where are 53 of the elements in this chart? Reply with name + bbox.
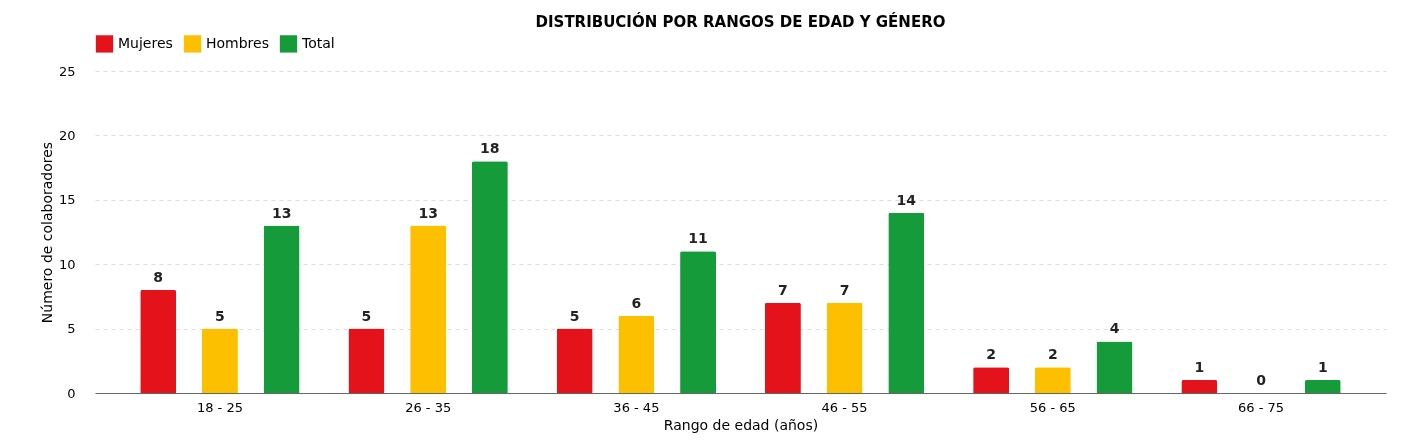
x-tick-label: 56 - 65 [1029, 399, 1076, 415]
bar [973, 367, 1010, 393]
legend-label: Total [301, 34, 335, 51]
bar [263, 225, 300, 393]
data-label: 0 [1256, 372, 1267, 388]
y-tick-label: 10 [58, 256, 76, 272]
data-label: 2 [986, 346, 997, 363]
data-label: 18 [480, 140, 500, 157]
data-label: 4 [1109, 320, 1120, 337]
y-tick-label: 5 [67, 321, 76, 337]
y-tick-label: 25 [58, 63, 76, 79]
data-label: 2 [1047, 346, 1058, 363]
bar [140, 289, 177, 393]
x-tick-label: 46 - 55 [821, 399, 868, 415]
data-label: 5 [215, 307, 225, 324]
legend-label: Mujeres [118, 34, 173, 51]
data-label: 13 [418, 204, 438, 221]
bar [201, 328, 238, 393]
data-label: 11 [688, 230, 708, 247]
x-tick-label: 36 - 45 [613, 399, 660, 415]
x-tick-label: 18 - 25 [196, 399, 243, 415]
data-label: 8 [153, 268, 164, 285]
bar [1304, 380, 1341, 393]
x-axis-title: Rango de edad (años) [663, 416, 819, 433]
x-tick-label: 66 - 75 [1238, 399, 1285, 415]
bar [680, 251, 717, 393]
bar [1096, 341, 1133, 393]
data-label: 5 [361, 307, 372, 324]
bar [764, 302, 801, 393]
y-tick-label: 0 [67, 385, 76, 401]
data-label: 13 [271, 204, 292, 221]
y-axis-title: Número de colaboradores [38, 141, 55, 324]
data-label: 6 [631, 294, 642, 311]
data-label: 7 [839, 281, 850, 298]
bar [471, 161, 508, 393]
data-label: 14 [896, 191, 917, 208]
bar [348, 328, 385, 393]
bar [888, 212, 925, 393]
data-label: 1 [1194, 359, 1205, 376]
data-label: 5 [569, 307, 580, 324]
data-label: 7 [778, 281, 788, 298]
bar [556, 328, 593, 393]
y-tick-label: 20 [58, 127, 76, 143]
bar [1181, 380, 1218, 393]
x-tick-label: 26 - 35 [405, 399, 452, 415]
bar [410, 225, 447, 393]
bar [826, 302, 863, 393]
data-label: 1 [1317, 359, 1328, 376]
chart-title: DISTRIBUCIÓN POR RANGOS DE EDAD Y GÉNERO [535, 12, 946, 31]
legend-label: Hombres [206, 34, 269, 51]
bar [618, 315, 655, 393]
bar [1034, 367, 1071, 393]
y-tick-label: 15 [58, 192, 76, 208]
